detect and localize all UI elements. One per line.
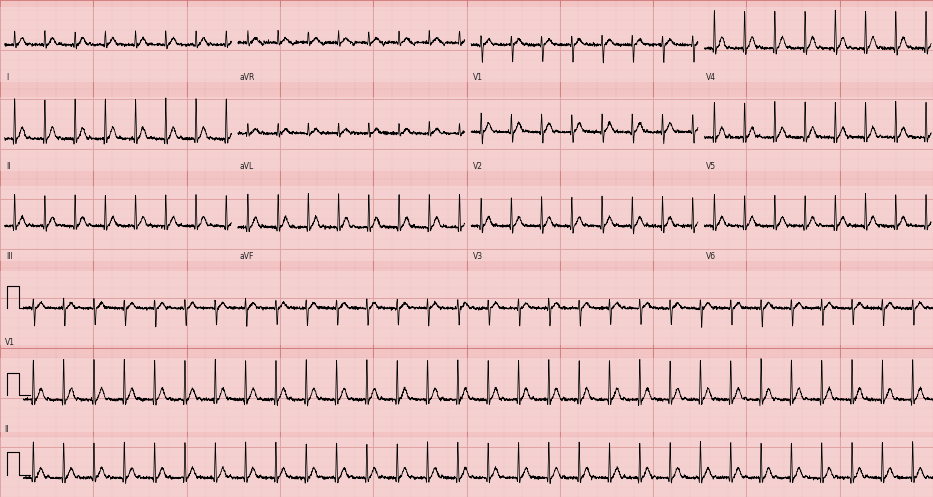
Bar (0, 358, 933, 432)
Text: aVF: aVF (240, 251, 254, 260)
Text: V4: V4 (706, 73, 717, 82)
Text: V2: V2 (473, 162, 483, 171)
Bar (0, 437, 933, 497)
Text: I: I (7, 73, 8, 82)
Text: V3: V3 (473, 251, 483, 260)
Text: V1: V1 (5, 338, 15, 347)
Text: V6: V6 (706, 251, 717, 260)
Text: V1: V1 (473, 73, 483, 82)
Text: aVL: aVL (240, 162, 254, 171)
Bar (0, 271, 933, 345)
Text: V5: V5 (706, 162, 717, 171)
Text: III: III (7, 251, 13, 260)
Text: II: II (5, 425, 9, 434)
Bar (0, 186, 933, 261)
Text: II: II (7, 162, 11, 171)
Text: aVR: aVR (240, 73, 255, 82)
Bar (0, 7, 933, 82)
Bar (0, 97, 933, 171)
